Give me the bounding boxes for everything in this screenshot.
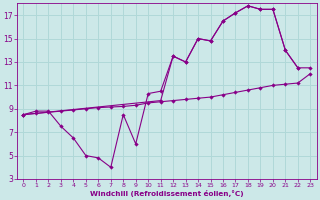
- X-axis label: Windchill (Refroidissement éolien,°C): Windchill (Refroidissement éolien,°C): [90, 190, 244, 197]
